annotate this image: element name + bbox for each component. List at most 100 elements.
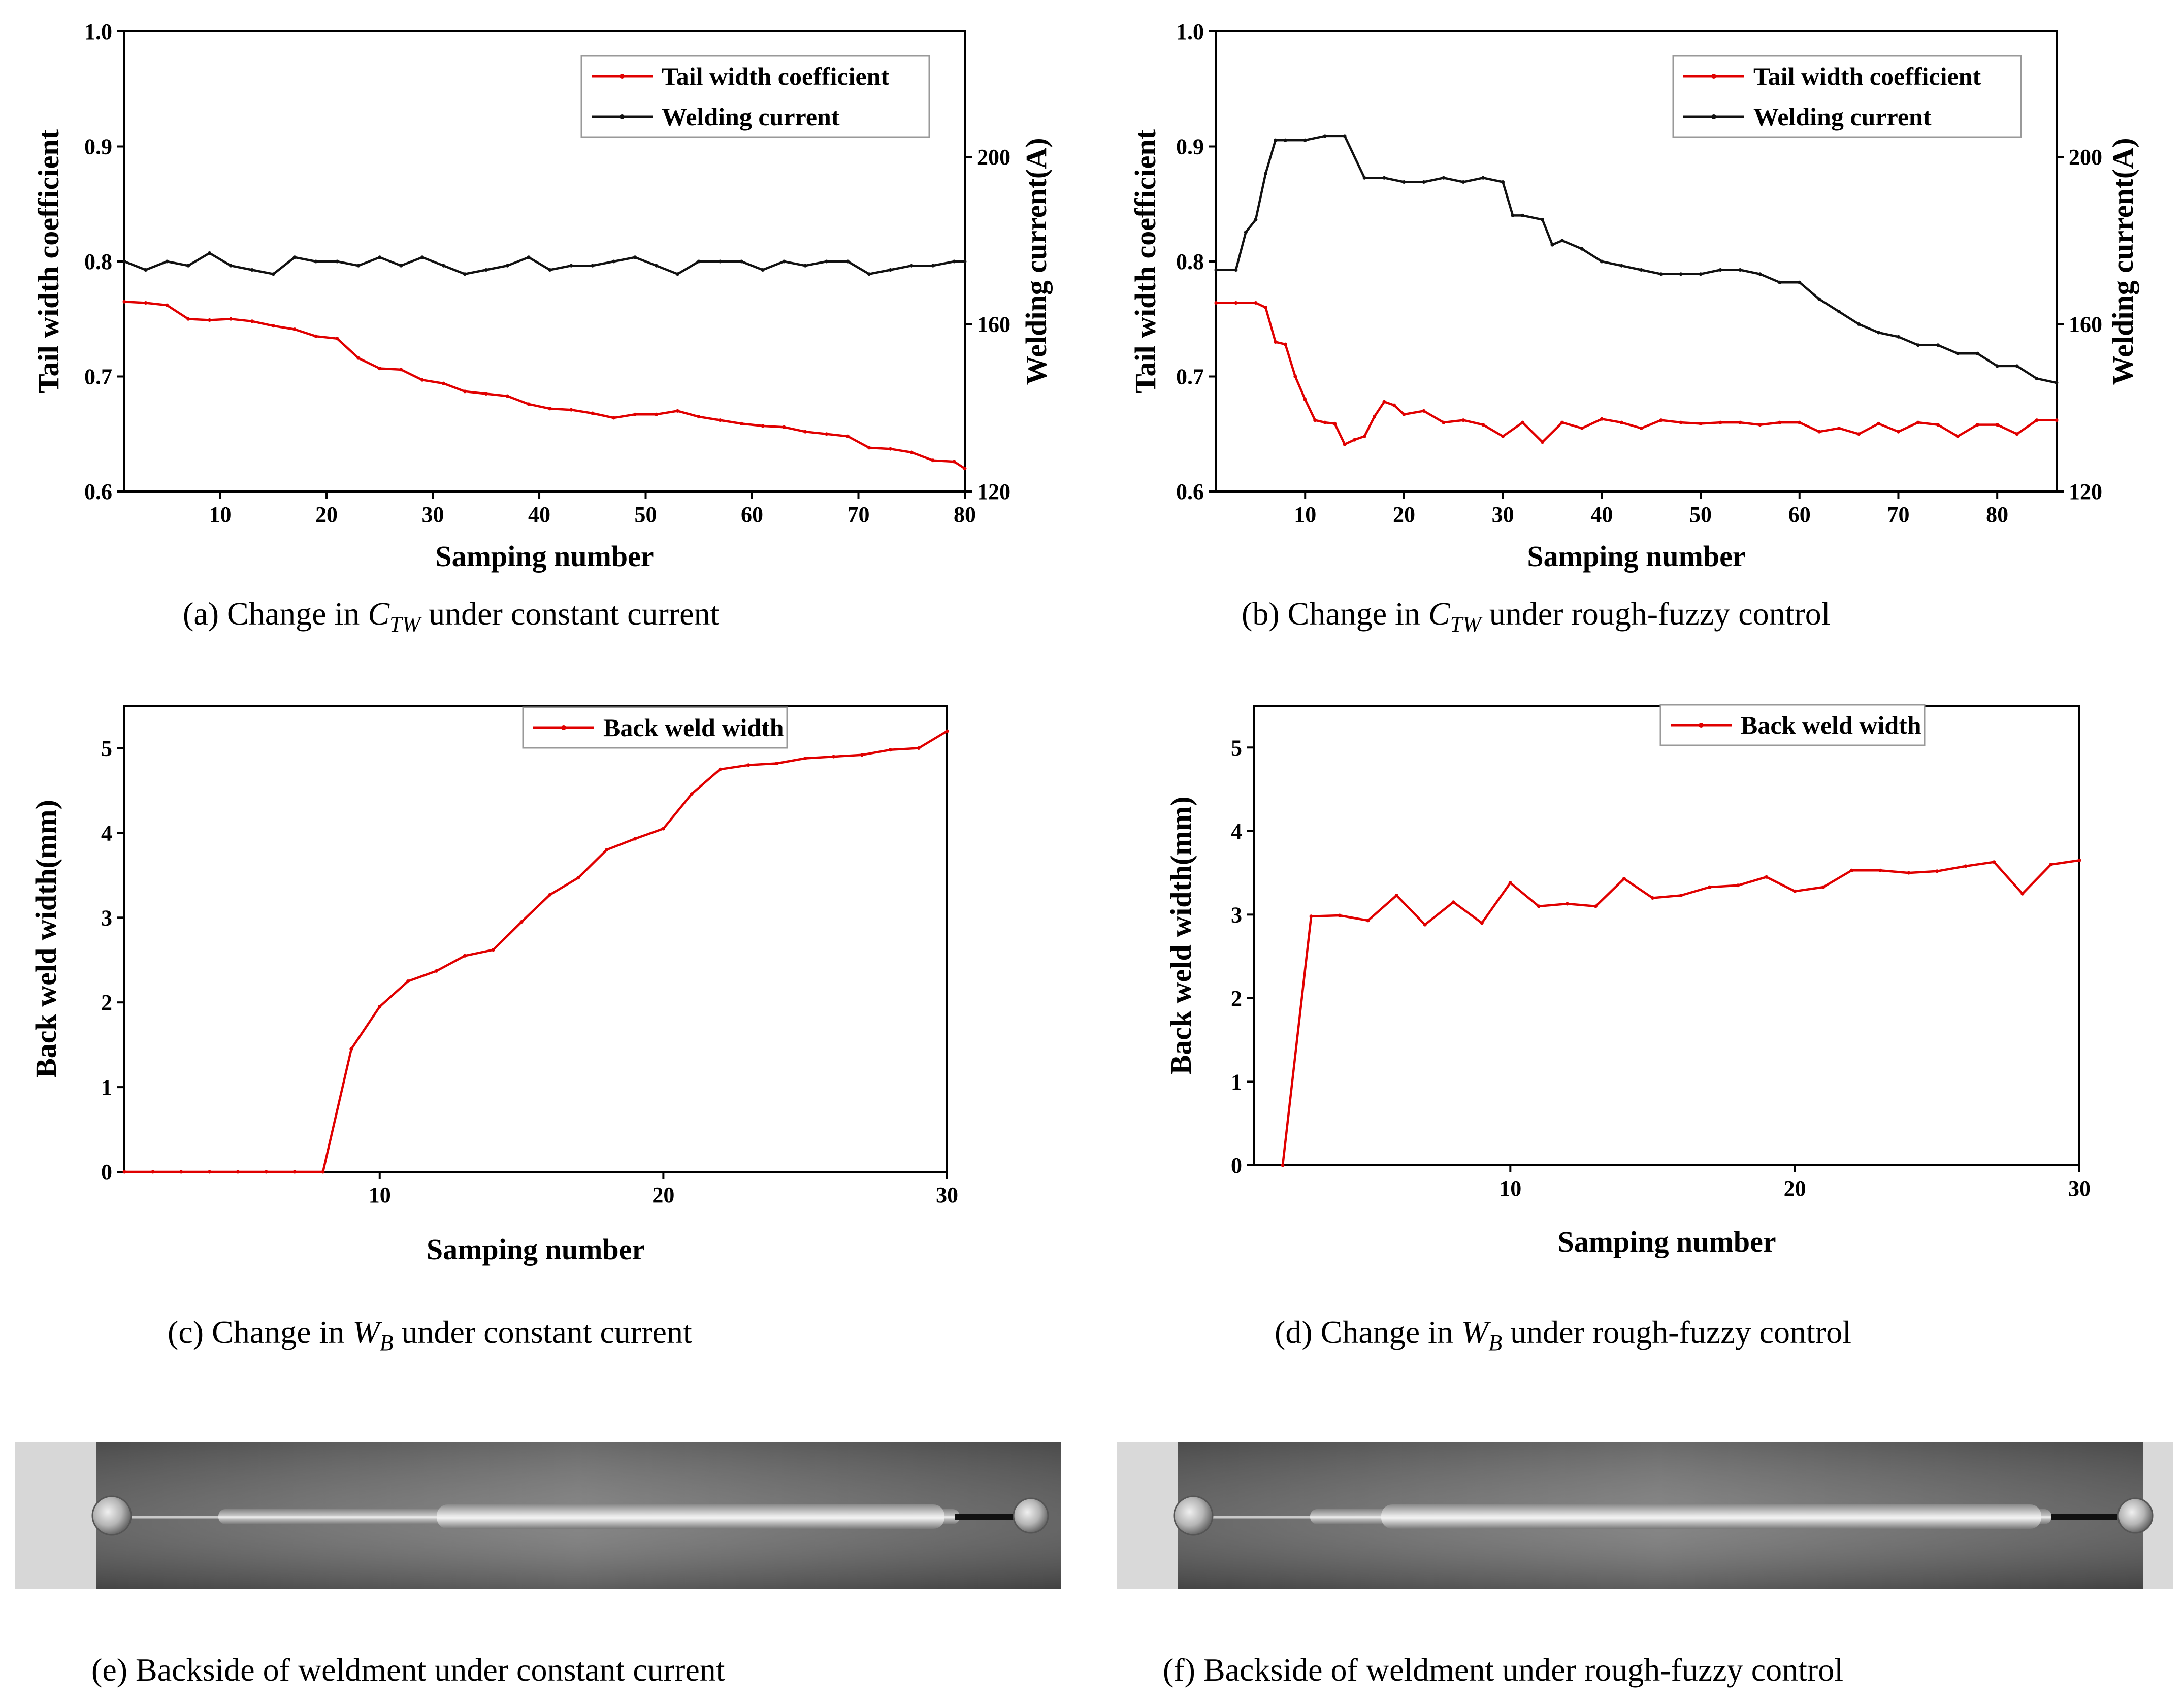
data-point bbox=[1501, 180, 1505, 184]
data-point bbox=[1907, 871, 1911, 875]
data-point bbox=[1283, 342, 1287, 346]
x-tick-label: 20 bbox=[1393, 502, 1415, 527]
data-point bbox=[1916, 343, 1920, 347]
data-point bbox=[1283, 138, 1287, 142]
data-point bbox=[1817, 297, 1821, 301]
data-point bbox=[1263, 172, 1267, 176]
data-point bbox=[1254, 218, 1258, 222]
data-point bbox=[1619, 420, 1623, 424]
data-point bbox=[1362, 434, 1366, 438]
data-point bbox=[1955, 434, 1960, 438]
legend-label: Tail width coefficient bbox=[1753, 62, 1981, 90]
data-point bbox=[1935, 869, 1939, 873]
data-point bbox=[356, 264, 361, 268]
data-point bbox=[250, 319, 254, 323]
data-point bbox=[1622, 877, 1626, 881]
data-point bbox=[888, 447, 892, 451]
data-point bbox=[321, 1170, 325, 1174]
x-tick-label: 10 bbox=[369, 1183, 391, 1207]
data-point bbox=[1402, 412, 1406, 416]
data-point bbox=[548, 407, 552, 411]
data-point bbox=[1382, 400, 1386, 404]
data-point bbox=[888, 748, 892, 752]
data-point bbox=[761, 424, 765, 428]
chart-d: 10 20 30 0 1 2 3 4 5 Samping number Back weld widt… bbox=[1164, 704, 2091, 1258]
data-point bbox=[782, 425, 786, 429]
data-point bbox=[1798, 280, 1802, 284]
data-point bbox=[1293, 375, 1297, 378]
y-tick-label: 0.7 bbox=[84, 365, 112, 389]
data-point bbox=[1639, 426, 1643, 430]
y-axis-label: Tail width coefficient bbox=[1129, 129, 1162, 394]
data-point bbox=[399, 368, 403, 372]
x-axis-label: Samping number bbox=[1557, 1225, 1776, 1258]
data-point bbox=[420, 255, 425, 259]
data-point bbox=[186, 264, 190, 268]
data-point bbox=[1402, 180, 1406, 184]
chart-b: 10 20 30 40 50 60 70 80 0.6 0.7 0.8 0.9 1.0 120 160 200… bbox=[1129, 19, 2139, 573]
data-point bbox=[675, 409, 679, 413]
data-point bbox=[548, 268, 552, 272]
data-point bbox=[314, 334, 318, 338]
data-point bbox=[1422, 409, 1426, 413]
data-point bbox=[1992, 860, 1996, 864]
weldment-photo-e bbox=[15, 1442, 1061, 1589]
y2-axis-label: Welding current(A) bbox=[2106, 138, 2139, 385]
data-point bbox=[867, 272, 871, 276]
y2-tick-label: 200 bbox=[2069, 145, 2102, 170]
data-point bbox=[1274, 340, 1278, 344]
y-tick-label: 1 bbox=[101, 1075, 112, 1100]
legend-label: Welding current bbox=[1753, 103, 1932, 131]
x-tick-label: 30 bbox=[422, 502, 444, 527]
data-point bbox=[1333, 421, 1337, 425]
series-line bbox=[124, 730, 948, 1173]
data-point bbox=[2035, 377, 2039, 381]
data-point bbox=[2077, 858, 2081, 862]
y-tick-label: 0.8 bbox=[84, 249, 112, 274]
x-tick-label: 30 bbox=[1492, 502, 1514, 527]
data-point bbox=[1679, 272, 1683, 276]
data-point bbox=[718, 767, 722, 771]
data-point bbox=[229, 317, 233, 321]
data-point bbox=[122, 1170, 126, 1174]
x-tick-label: 20 bbox=[315, 502, 338, 527]
data-point bbox=[803, 430, 807, 434]
data-point bbox=[1560, 420, 1564, 424]
data-point bbox=[832, 755, 836, 759]
data-point bbox=[1244, 230, 1248, 234]
data-point bbox=[2049, 863, 2053, 867]
data-point bbox=[1936, 423, 1940, 427]
data-point bbox=[1758, 272, 1762, 276]
y-tick-label: 5 bbox=[1231, 735, 1242, 760]
data-point bbox=[1309, 914, 1313, 919]
data-point bbox=[1850, 868, 1854, 872]
caption-c: (c) Change in WB under constant current bbox=[168, 1314, 692, 1355]
data-point bbox=[1857, 432, 1861, 436]
data-point bbox=[945, 729, 949, 733]
data-point bbox=[292, 1170, 297, 1174]
data-point bbox=[1817, 430, 1821, 434]
data-point bbox=[825, 432, 829, 436]
x-tick-label: 60 bbox=[741, 502, 763, 527]
plot-frame bbox=[1253, 705, 2080, 1166]
y-tick-label: 1.0 bbox=[84, 19, 112, 44]
data-point bbox=[1481, 423, 1485, 427]
data-point bbox=[931, 264, 935, 268]
data-point bbox=[1738, 268, 1742, 272]
legend-marker bbox=[620, 114, 625, 119]
data-point bbox=[250, 268, 254, 272]
data-point bbox=[1758, 423, 1762, 427]
data-point bbox=[909, 450, 914, 454]
y-axis-label: Back weld width(mm) bbox=[29, 800, 62, 1078]
y-tick-label: 3 bbox=[1231, 902, 1242, 927]
x-axis-label: Samping number bbox=[435, 540, 654, 573]
data-point bbox=[963, 467, 967, 471]
data-point bbox=[1878, 868, 1882, 872]
data-point bbox=[292, 255, 297, 259]
data-point bbox=[1619, 264, 1623, 268]
y2-tick-label: 160 bbox=[2069, 312, 2102, 337]
x-tick-label: 70 bbox=[847, 502, 870, 527]
data-point bbox=[527, 402, 531, 406]
y-tick-label: 5 bbox=[101, 736, 112, 761]
data-point bbox=[697, 259, 701, 264]
